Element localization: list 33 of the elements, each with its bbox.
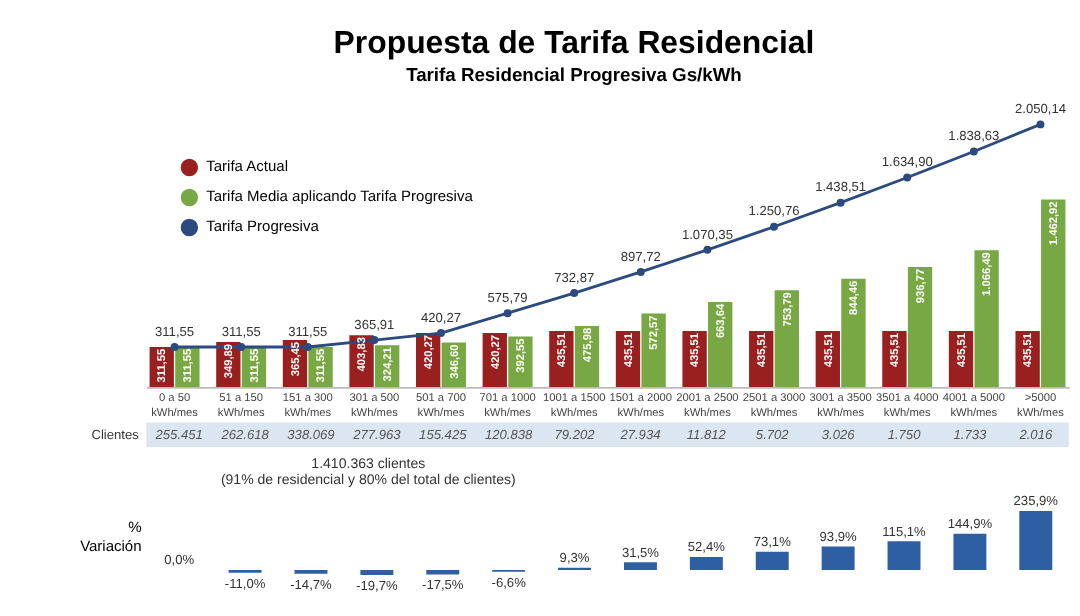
bar [1041, 199, 1066, 387]
legend-label: Tarifa Actual [206, 157, 289, 176]
chart-title: Propuesta de Tarifa Residencial [333, 27, 815, 62]
point [503, 309, 512, 318]
legend-label: Tarifa Media aplicando Tarifa Progresiva [206, 187, 475, 206]
point [437, 329, 445, 338]
bar [953, 533, 987, 570]
chart-subtitle: Tarifa Residencial Progresiva Gs/kWh [406, 65, 743, 86]
bar [623, 562, 657, 570]
point [903, 173, 912, 182]
bar [821, 546, 855, 570]
point [1036, 120, 1045, 129]
bar [689, 556, 723, 570]
point [969, 147, 978, 156]
bar [907, 266, 933, 387]
legend-label: Tarifa Progresiva [206, 217, 321, 236]
point [636, 267, 645, 276]
y-axis-title: % Variación [80, 518, 143, 555]
point [170, 343, 179, 351]
point [303, 343, 312, 351]
bar [755, 551, 789, 570]
point [703, 245, 712, 254]
bar [641, 313, 666, 387]
bar [841, 278, 866, 387]
bar [1019, 511, 1053, 570]
bar [887, 541, 921, 570]
point [770, 222, 778, 231]
point [570, 289, 579, 298]
point [836, 198, 845, 207]
bar [774, 290, 799, 387]
point [237, 343, 246, 351]
point [370, 336, 379, 344]
bar [974, 250, 999, 387]
